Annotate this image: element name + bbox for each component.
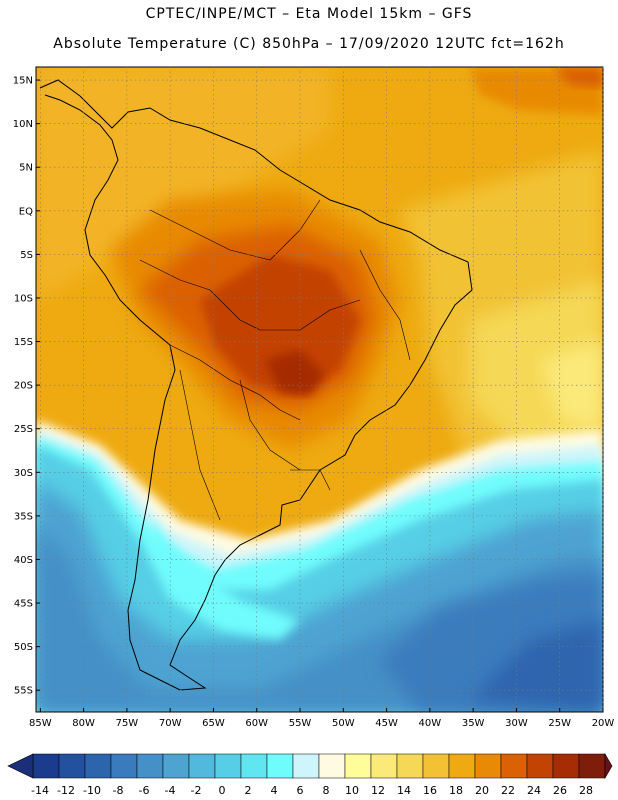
lon-tick-label: 55W: [289, 718, 312, 729]
map-title-line-1: CPTEC/INPE/MCT – Eta Model 15km – GFS: [145, 6, 473, 22]
longitude-labels: 85W 80W 75W 70W 65W 60W 55W 50W 45W 40W 35W 30W 25W 2…: [29, 718, 614, 729]
lon-tick-label: 85W: [29, 718, 52, 729]
colorbar-label: -4: [165, 784, 176, 797]
lon-tick-label: 75W: [116, 718, 139, 729]
lat-tick-label: 15N: [13, 76, 33, 87]
colorbar-label: -2: [191, 784, 202, 797]
colorbar-label: -8: [113, 784, 124, 797]
colorbar-swatch: [188, 753, 216, 779]
colorbar-label: 14: [397, 784, 411, 797]
lat-tick-label: 55S: [14, 686, 33, 697]
colorbar-label: -6: [139, 784, 150, 797]
colorbar-swatch: [58, 753, 86, 779]
colorbar-label: -14: [31, 784, 49, 797]
colorbar-swatch: [162, 753, 190, 779]
lat-tick-label: EQ: [19, 206, 33, 217]
lat-tick-label: 10S: [14, 293, 33, 304]
colorbar-labels: -14 -12 -10 -8 -6 -4 -2 0 2 4 6 8 10 12 14 16 18 20 22 24 26…: [31, 784, 593, 797]
lon-tick-label: 80W: [72, 718, 95, 729]
colorbar-swatch: [266, 753, 294, 779]
colorbar-label: 18: [449, 784, 463, 797]
colorbar-label: -10: [83, 784, 101, 797]
lat-tick-label: 5S: [20, 250, 33, 261]
lat-tick-label: 20S: [14, 381, 33, 392]
colorbar-swatch: [214, 753, 242, 779]
lon-tick-label: 70W: [159, 718, 182, 729]
colorbar-swatch: [292, 753, 320, 779]
lat-tick-label: 10N: [13, 119, 33, 130]
colorbar-label: 0: [219, 784, 226, 797]
colorbar-swatch: [240, 753, 268, 779]
lon-tick-label: 50W: [332, 718, 355, 729]
colorbar-swatch: [422, 753, 450, 779]
lat-tick-label: 50S: [14, 642, 33, 653]
lon-tick-label: 35W: [462, 718, 485, 729]
colorbar-label: 10: [345, 784, 359, 797]
lon-tick-label: 45W: [375, 718, 398, 729]
lat-tick-label: 40S: [14, 555, 33, 566]
lon-tick-label: 25W: [548, 718, 571, 729]
lat-tick-label: 30S: [14, 468, 33, 479]
lon-tick-label: 40W: [419, 718, 442, 729]
colorbar-swatch: [136, 753, 164, 779]
colorbar-label: 2: [245, 784, 252, 797]
coastline: [39, 79, 473, 691]
colorbar-label: 22: [501, 784, 515, 797]
colorbar-label: 16: [423, 784, 437, 797]
colorbar-swatch: [578, 753, 606, 779]
colorbar-swatch: [84, 753, 112, 779]
colorbar-swatch: [370, 753, 398, 779]
map-title-line-2: Absolute Temperature (C) 850hPa – 17/09/…: [53, 36, 565, 52]
colorbar-under-arrow: [7, 753, 34, 779]
colorbar-label: 12: [371, 784, 385, 797]
colorbar-swatch: [526, 753, 554, 779]
colorbar-label: 4: [271, 784, 278, 797]
lat-tick-label: 25S: [14, 424, 33, 435]
colorbar-swatch: [318, 753, 346, 779]
graticule: [36, 67, 604, 712]
lat-tick-label: 15S: [14, 337, 33, 348]
colorbar-label: 26: [553, 784, 567, 797]
colorbar-swatch: [32, 753, 60, 779]
latitude-labels: 15N 10N 5N EQ 5S 10S 15S 20S 25S 30S 35S 40S 45S 50S 5…: [13, 76, 33, 697]
colorbar-label: 6: [297, 784, 304, 797]
temperature-map: 15N 10N 5N EQ 5S 10S 15S 20S 25S 30S 35S 40S 45S 50S 5…: [13, 66, 614, 729]
map-frame: [35, 66, 604, 713]
colorbar-swatch: [552, 753, 580, 779]
colorbar: -14 -12 -10 -8 -6 -4 -2 0 2 4 6 8 10 12 14 16 18 20 22 24 26…: [7, 752, 613, 797]
colorbar-over-arrow: [604, 752, 613, 780]
colorbar-label: 28: [579, 784, 593, 797]
lat-tick-label: 5N: [19, 163, 33, 174]
lon-tick-label: 30W: [505, 718, 528, 729]
colorbar-label: -12: [57, 784, 75, 797]
lat-tick-label: 35S: [14, 511, 33, 522]
colorbar-label: 24: [527, 784, 541, 797]
colorbar-swatch: [448, 753, 476, 779]
colorbar-swatch: [500, 753, 528, 779]
lon-tick-label: 20W: [592, 718, 615, 729]
colorbar-label: 20: [475, 784, 489, 797]
temperature-field: [36, 67, 603, 712]
lat-tick-label: 45S: [14, 599, 33, 610]
country-borders: [139, 199, 411, 521]
colorbar-label: 8: [323, 784, 330, 797]
colorbar-swatch: [396, 753, 424, 779]
lon-tick-label: 65W: [202, 718, 225, 729]
colorbar-swatches: [32, 753, 606, 779]
colorbar-swatch: [344, 753, 372, 779]
lon-tick-label: 60W: [245, 718, 268, 729]
colorbar-swatch: [110, 753, 138, 779]
colorbar-swatch: [474, 753, 502, 779]
